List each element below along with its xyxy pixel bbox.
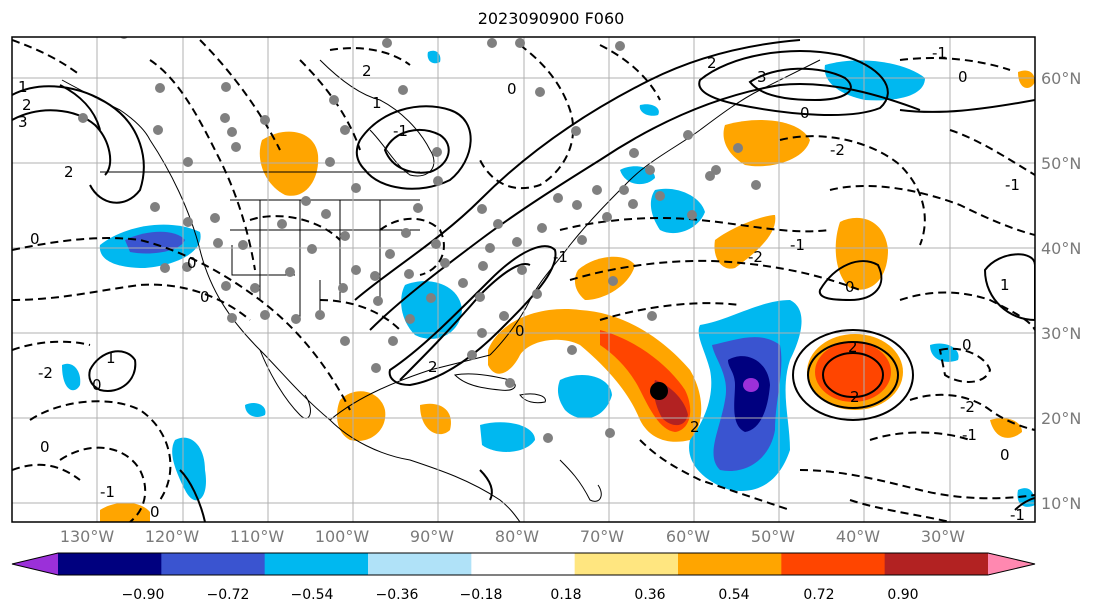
lat-label: 10°N bbox=[1041, 494, 1081, 513]
svg-text:-1: -1 bbox=[553, 248, 568, 266]
contours-negative bbox=[12, 39, 1035, 522]
svg-text:1: 1 bbox=[106, 349, 116, 367]
lon-label: 50°W bbox=[751, 527, 795, 546]
lon-tick-labels: 130°W 120°W 110°W 100°W 90°W 80°W 70°W 6… bbox=[60, 527, 965, 546]
colorbar-tick: 0.90 bbox=[887, 587, 918, 603]
lat-label: 30°N bbox=[1041, 324, 1081, 343]
svg-text:-1: -1 bbox=[790, 236, 805, 254]
storm-center-marker bbox=[650, 382, 668, 400]
svg-text:-1: -1 bbox=[100, 483, 115, 501]
colorbar bbox=[11, 552, 1036, 576]
svg-text:2: 2 bbox=[64, 163, 74, 181]
svg-text:1: 1 bbox=[372, 94, 382, 112]
colorbar-segment bbox=[678, 553, 782, 575]
colorbar-tick: 0.18 bbox=[550, 587, 581, 603]
graticule bbox=[12, 37, 1035, 522]
svg-text:-2: -2 bbox=[830, 141, 845, 159]
lat-label: 60°N bbox=[1041, 69, 1081, 88]
colorbar-tick: 0.36 bbox=[634, 587, 665, 603]
station-dots bbox=[78, 37, 761, 443]
lat-tick-labels: 60°N 50°N 40°N 30°N 20°N 10°N bbox=[1041, 69, 1081, 513]
shade-positive-arc bbox=[488, 309, 702, 442]
svg-text:0: 0 bbox=[200, 288, 210, 306]
colorbar-segment bbox=[58, 553, 162, 575]
lat-label: 50°N bbox=[1041, 154, 1081, 173]
colorbar-over-arrow bbox=[988, 553, 1035, 575]
svg-text:2: 2 bbox=[690, 418, 700, 436]
lon-label: 80°W bbox=[495, 527, 539, 546]
svg-text:1: 1 bbox=[1000, 276, 1010, 294]
svg-text:-1: -1 bbox=[393, 122, 408, 140]
svg-text:3: 3 bbox=[757, 68, 767, 86]
colorbar-segment bbox=[161, 553, 266, 575]
svg-text:-2: -2 bbox=[38, 364, 53, 382]
svg-text:0: 0 bbox=[958, 68, 968, 86]
colorbar-segment bbox=[574, 553, 679, 575]
lon-label: 40°W bbox=[836, 527, 880, 546]
lon-label: 130°W bbox=[60, 527, 115, 546]
svg-text:0: 0 bbox=[1000, 446, 1010, 464]
svg-text:0: 0 bbox=[187, 254, 197, 272]
svg-text:-2: -2 bbox=[960, 398, 975, 416]
svg-text:2: 2 bbox=[22, 96, 32, 114]
svg-text:0: 0 bbox=[800, 104, 810, 122]
svg-text:1: 1 bbox=[18, 78, 28, 96]
lon-label: 110°W bbox=[230, 527, 285, 546]
svg-text:0: 0 bbox=[515, 322, 525, 340]
lat-label: 40°N bbox=[1041, 239, 1081, 258]
colorbar-segment bbox=[368, 553, 472, 575]
contour-labels: 0 3 2 0 -2 -1 -2 0 2 2 -2 -1 0 1 -1 0 -1… bbox=[18, 44, 1025, 524]
svg-text:2: 2 bbox=[707, 54, 717, 72]
svg-text:2: 2 bbox=[362, 62, 372, 80]
svg-text:2: 2 bbox=[428, 358, 438, 376]
svg-text:-1: -1 bbox=[1010, 506, 1025, 524]
svg-text:-1: -1 bbox=[962, 426, 977, 444]
svg-text:0: 0 bbox=[30, 230, 40, 248]
colorbar-segment bbox=[884, 553, 989, 575]
svg-text:0: 0 bbox=[92, 376, 102, 394]
map-frame bbox=[11, 36, 1036, 523]
lat-label: 20°N bbox=[1041, 409, 1081, 428]
svg-text:-2: -2 bbox=[748, 248, 763, 266]
colorbar-segment bbox=[781, 553, 886, 575]
lon-label: 120°W bbox=[145, 527, 200, 546]
lon-label: 30°W bbox=[921, 527, 965, 546]
lon-label: 70°W bbox=[580, 527, 624, 546]
colorbar-tick: 0.54 bbox=[718, 587, 749, 603]
svg-text:2: 2 bbox=[848, 338, 858, 356]
colorbar-tick: −0.54 bbox=[291, 587, 334, 603]
svg-text:0: 0 bbox=[150, 503, 160, 521]
colorbar-segment bbox=[471, 553, 576, 575]
colorbar-under-arrow bbox=[12, 553, 58, 575]
colorbar-tick-labels: −0.90 −0.72 −0.54 −0.36 −0.18 0.18 0.36 … bbox=[122, 587, 919, 603]
svg-text:2: 2 bbox=[850, 388, 860, 406]
map-title: 2023090900 F060 bbox=[477, 9, 625, 28]
colorbar-tick: 0.72 bbox=[803, 587, 834, 603]
svg-text:3: 3 bbox=[18, 113, 28, 131]
svg-text:0: 0 bbox=[845, 278, 855, 296]
svg-text:0: 0 bbox=[962, 336, 972, 354]
map-field: 0 3 2 0 -2 -1 -2 0 2 2 -2 -1 0 1 -1 0 -1… bbox=[12, 37, 1035, 524]
lon-label: 60°W bbox=[666, 527, 710, 546]
colorbar-segment bbox=[264, 553, 369, 575]
colorbar-tick: −0.36 bbox=[376, 587, 419, 603]
colorbar-tick: −0.18 bbox=[460, 587, 503, 603]
lon-label: 100°W bbox=[315, 527, 370, 546]
colorbar-outline bbox=[11, 552, 1036, 576]
svg-text:0: 0 bbox=[40, 438, 50, 456]
lon-label: 90°W bbox=[410, 527, 454, 546]
colorbar-tick: −0.72 bbox=[207, 587, 250, 603]
svg-text:-1: -1 bbox=[932, 44, 947, 62]
contours-positive bbox=[12, 39, 1035, 522]
svg-text:-1: -1 bbox=[1005, 176, 1020, 194]
colorbar-tick: −0.90 bbox=[122, 587, 165, 603]
svg-text:0: 0 bbox=[507, 80, 517, 98]
